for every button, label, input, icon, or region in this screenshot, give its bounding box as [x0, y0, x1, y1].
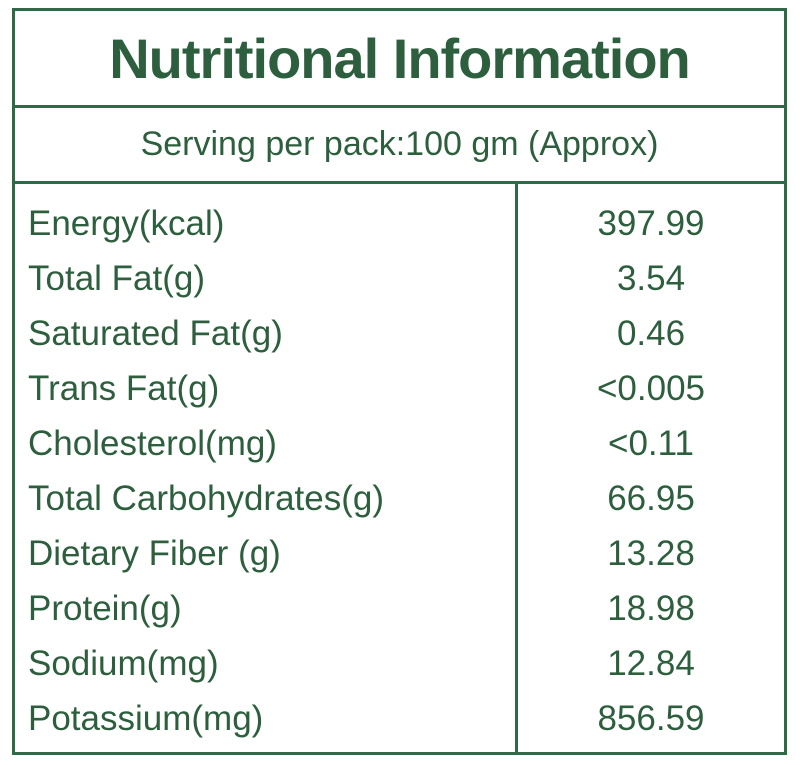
nutrient-value: 12.84	[607, 644, 695, 684]
nutrient-value: <0.005	[596, 368, 706, 408]
nutrient-value: 13.28	[607, 534, 695, 574]
serving-per-pack-text: Serving per pack:100 gm (Approx)	[140, 125, 659, 163]
nutrient-value: 3.54	[616, 258, 686, 298]
nutrient-value-column: 397.99 3.54 0.46 <0.005 <0.11 66.95 13.28 18.98…	[518, 184, 784, 752]
nutrient-value: 18.98	[607, 589, 695, 629]
nutrient-value: 0.46	[616, 313, 686, 353]
nutrient-name: Saturated Fat(g)	[28, 313, 283, 353]
nutrient-table: Energy(kcal) Total Fat(g) Saturated Fat(g)…	[15, 184, 784, 752]
title-section: Nutritional Information	[15, 11, 784, 108]
nutrient-name: Total Carbohydrates(g)	[28, 479, 384, 519]
nutrient-name: Potassium(mg)	[28, 699, 264, 739]
nutrient-name: Total Fat(g)	[28, 258, 205, 298]
nutrient-label-column: Energy(kcal) Total Fat(g) Saturated Fat(g)…	[15, 184, 518, 752]
nutrient-name: Protein(g)	[28, 589, 182, 629]
serving-section: Serving per pack:100 gm (Approx)	[15, 108, 784, 184]
nutrient-name: Sodium(mg)	[28, 644, 219, 684]
nutrient-name: Dietary Fiber (g)	[28, 534, 281, 574]
nutrient-value: 66.95	[607, 479, 695, 519]
nutrient-name: Energy(kcal)	[28, 203, 225, 243]
page-title: Nutritional Information	[109, 26, 691, 90]
nutrition-panel: Nutritional Information Serving per pack…	[12, 8, 787, 755]
nutrient-value: 397.99	[597, 203, 705, 243]
nutrient-name: Cholesterol(mg)	[28, 423, 277, 463]
nutrient-value: <0.11	[608, 423, 694, 463]
nutrient-value: 856.59	[597, 699, 705, 739]
nutrient-name: Trans Fat(g)	[28, 368, 220, 408]
